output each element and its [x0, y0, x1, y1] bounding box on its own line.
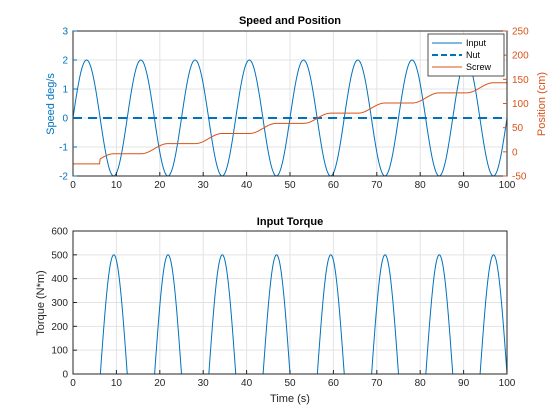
x-tick-label: 90: [458, 180, 470, 191]
y2-tick-label: 200: [512, 51, 529, 62]
speed-position-chart: Speed and Position 0 10 20 30 40 50 60 70 80 90 10…: [45, 15, 548, 191]
input-torque-chart: Input Torque 0 10 20 30 40 50 60 70 80 90 100 0 100…: [35, 216, 516, 405]
x-tick-label: 100: [499, 378, 516, 389]
legend: Input Nut Screw: [427, 33, 505, 77]
x-tick-label: 70: [371, 180, 383, 191]
x-tick-label: 40: [241, 378, 253, 389]
x-tick-label: 20: [154, 378, 166, 389]
y-tick-label: 100: [51, 346, 68, 357]
x-tick-label: 0: [70, 378, 76, 389]
y-tick-label: 3: [62, 27, 68, 38]
x-tick-label: 80: [415, 180, 427, 191]
legend-label-input: Input: [466, 38, 487, 48]
series-screw-line: [73, 82, 507, 165]
y-tick-label: 0: [62, 114, 68, 125]
y-tick-label: 500: [51, 250, 68, 261]
y-tick-label: 200: [51, 322, 68, 333]
y-tick-label: 600: [51, 227, 68, 238]
y2-tick-label: 50: [512, 123, 524, 134]
legend-box: [427, 33, 505, 77]
series-layer: [72, 59, 508, 177]
y-tick-label: -1: [59, 143, 68, 154]
y2-tick-label: 250: [512, 27, 529, 38]
y-axis-label: Speed deg/s: [45, 73, 57, 135]
x-tick-label: 10: [111, 378, 123, 389]
x-ticks: 0 10 20 30 40 50 60 70 80 90 100: [70, 172, 516, 191]
x-tick-label: 50: [284, 378, 296, 389]
y-axis-label: Torque (N*m): [35, 270, 47, 335]
y-tick-label: 0: [62, 370, 68, 381]
x-tick-label: 70: [371, 378, 383, 389]
y2-tick-label: 150: [512, 75, 529, 86]
y2-tick-label: 0: [512, 147, 518, 158]
y2-tick-label: -50: [512, 172, 527, 183]
y-tick-label: 400: [51, 274, 68, 285]
x-tick-label: 30: [198, 180, 210, 191]
grid: [72, 230, 508, 375]
x-tick-label: 20: [154, 180, 166, 191]
y-tick-label: 300: [51, 298, 68, 309]
legend-label-nut: Nut: [466, 50, 481, 60]
x-tick-label: 90: [458, 378, 470, 389]
x-tick-label: 60: [328, 378, 340, 389]
x-ticks: 0 10 20 30 40 50 60 70 80 90 100: [70, 370, 516, 389]
y-tick-label: 2: [62, 56, 68, 67]
y-ticks-left: -2 -1 0 1 2 3: [59, 27, 77, 183]
y-tick-label: 1: [62, 85, 68, 96]
x-tick-label: 40: [241, 180, 253, 191]
x-tick-label: 30: [198, 378, 210, 389]
x-tick-label: 0: [70, 180, 76, 191]
y2-tick-label: 100: [512, 99, 529, 110]
y-ticks: 0 100 200 300 400 500 600: [51, 227, 77, 381]
y2-axis-label: Position (cm): [536, 72, 548, 136]
legend-label-screw: Screw: [466, 62, 492, 72]
x-tick-label: 50: [284, 180, 296, 191]
x-axis-label: Time (s): [270, 393, 310, 405]
x-tick-label: 60: [328, 180, 340, 191]
chart-title: Speed and Position: [239, 15, 341, 27]
x-tick-label: 80: [415, 378, 427, 389]
y-ticks-right: -50 0 50 100 150 200 250: [503, 27, 529, 183]
y-tick-label: -2: [59, 172, 68, 183]
x-tick-label: 10: [111, 180, 123, 191]
x-tick-label: 100: [499, 180, 516, 191]
chart-title: Input Torque: [257, 216, 323, 228]
